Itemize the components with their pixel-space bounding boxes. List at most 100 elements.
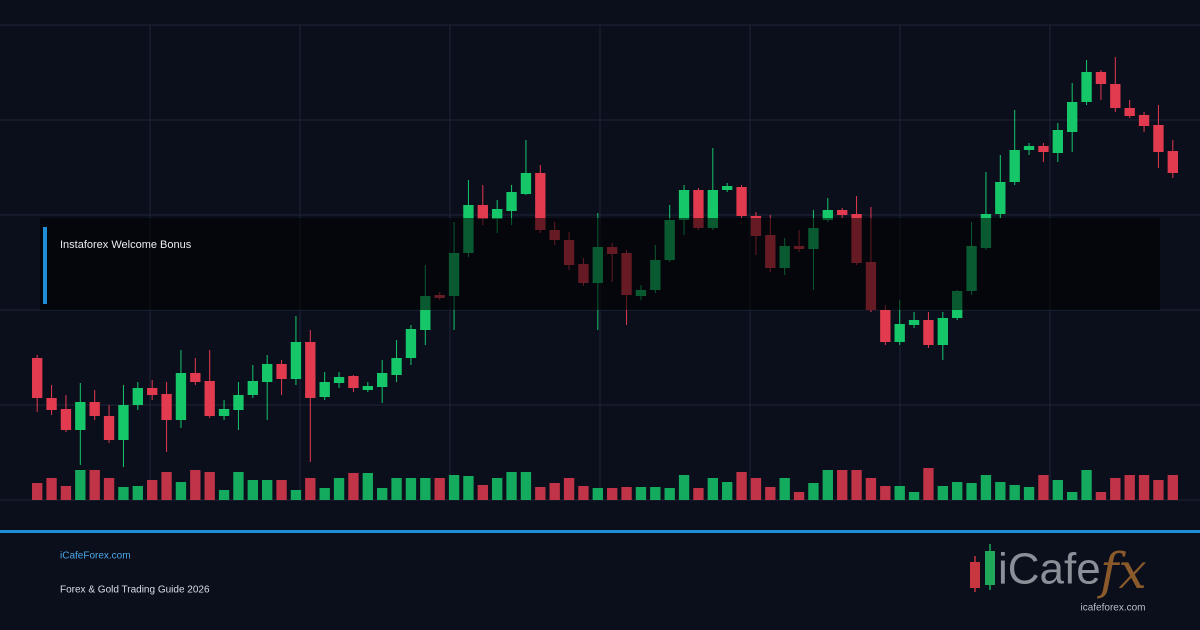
- candle-body: [362, 386, 373, 390]
- candle-body: [693, 190, 704, 228]
- candle-body: [103, 416, 115, 440]
- volume-bar: [147, 480, 158, 500]
- volume-bar: [1110, 478, 1121, 500]
- candle-body: [348, 376, 359, 388]
- volume-bar: [621, 487, 632, 500]
- candle-body: [822, 210, 833, 220]
- candle-body: [377, 373, 388, 387]
- candle-body: [837, 210, 848, 215]
- volume-bar: [693, 488, 704, 500]
- volume-bar: [262, 480, 273, 500]
- candle-body: [1167, 151, 1178, 173]
- candle-body: [506, 192, 517, 211]
- candle-body: [880, 310, 891, 342]
- candle-body: [1038, 146, 1049, 152]
- candle-body: [937, 318, 948, 345]
- volume-bar: [420, 478, 431, 500]
- divider: [0, 530, 1200, 533]
- volume-bar: [578, 486, 589, 500]
- volume-bar: [837, 470, 848, 500]
- volume-bar: [348, 473, 359, 500]
- volume-bar: [1124, 475, 1135, 500]
- volume-bar: [477, 485, 488, 500]
- volume-bar: [506, 472, 517, 500]
- logo: iCafe fx icafeforex.com: [970, 542, 1147, 614]
- volume-bar: [851, 470, 862, 500]
- candle-body: [1023, 146, 1035, 150]
- volume-bar: [161, 472, 172, 500]
- volume-bar: [1067, 492, 1078, 500]
- candle-body: [1110, 84, 1121, 108]
- volume-bar: [1153, 480, 1164, 500]
- candle-body: [1081, 72, 1092, 102]
- footer-site: iCafeForex.com: [60, 551, 131, 562]
- volume-bar: [1009, 485, 1020, 500]
- candle-body: [391, 358, 402, 375]
- volume-bar: [218, 490, 230, 500]
- volume-bar: [520, 472, 532, 500]
- logo-accent: fx: [1096, 542, 1147, 600]
- logo-text: iCafe: [998, 545, 1101, 594]
- logo-candle: [970, 562, 980, 588]
- logo-candle: [985, 551, 995, 585]
- volume-bar: [190, 470, 201, 500]
- volume-bar: [319, 488, 330, 500]
- volume-bar: [132, 486, 143, 500]
- volume-bar: [492, 478, 503, 500]
- logo-url: icafeforex.com: [1080, 603, 1145, 614]
- volume-bar: [1081, 470, 1092, 500]
- volume-bar: [722, 482, 733, 500]
- candle-body: [995, 182, 1006, 214]
- volume-bar: [32, 483, 43, 500]
- volume-bar: [89, 470, 100, 500]
- volume-bar: [937, 486, 948, 500]
- volume-bar: [995, 482, 1006, 500]
- candle-body: [492, 209, 503, 219]
- candle-body: [722, 186, 733, 190]
- volume-bar: [779, 478, 790, 500]
- candles: [32, 57, 1178, 500]
- volume-bar: [1023, 487, 1035, 500]
- volume-bar: [276, 480, 287, 500]
- volume-bar: [822, 470, 833, 500]
- volume-bar: [535, 487, 546, 500]
- volume-bar: [1052, 480, 1063, 500]
- candle-body: [1067, 102, 1078, 132]
- candle-body: [736, 187, 747, 216]
- candle-body: [1124, 108, 1135, 116]
- candle-body: [1095, 72, 1107, 84]
- banner-box: [40, 218, 1160, 310]
- volume-bar: [793, 492, 805, 500]
- volume-bar: [549, 483, 560, 500]
- candle-body: [333, 377, 345, 383]
- candle-body: [247, 381, 258, 395]
- candle-body: [1052, 130, 1063, 153]
- volume-bar: [678, 475, 690, 500]
- candle-body: [923, 320, 934, 345]
- volume-bar: [434, 478, 445, 500]
- candle-body: [118, 405, 129, 440]
- volume-bar: [664, 488, 675, 500]
- volume-bar: [635, 487, 647, 500]
- candle-body: [319, 382, 330, 397]
- candle-body: [75, 402, 86, 430]
- volume-bar: [923, 468, 934, 500]
- candle-body: [60, 409, 72, 430]
- footer-tagline: Forex & Gold Trading Guide 2026: [60, 585, 210, 596]
- volume-bar: [103, 478, 115, 500]
- candle-body: [707, 190, 718, 228]
- volume-bar: [980, 475, 992, 500]
- candle-body: [204, 381, 215, 416]
- volume-bar: [592, 488, 603, 500]
- volume-bar: [880, 486, 891, 500]
- volume-bar: [75, 470, 86, 500]
- candle-body: [535, 173, 546, 230]
- volume-bar: [377, 488, 388, 500]
- banner-label: Instaforex Welcome Bonus: [60, 239, 192, 251]
- candle-body: [477, 205, 488, 219]
- volume-bar: [750, 478, 762, 500]
- volume-bar: [448, 475, 460, 500]
- candle-body: [132, 388, 143, 405]
- volume-bar: [118, 487, 129, 500]
